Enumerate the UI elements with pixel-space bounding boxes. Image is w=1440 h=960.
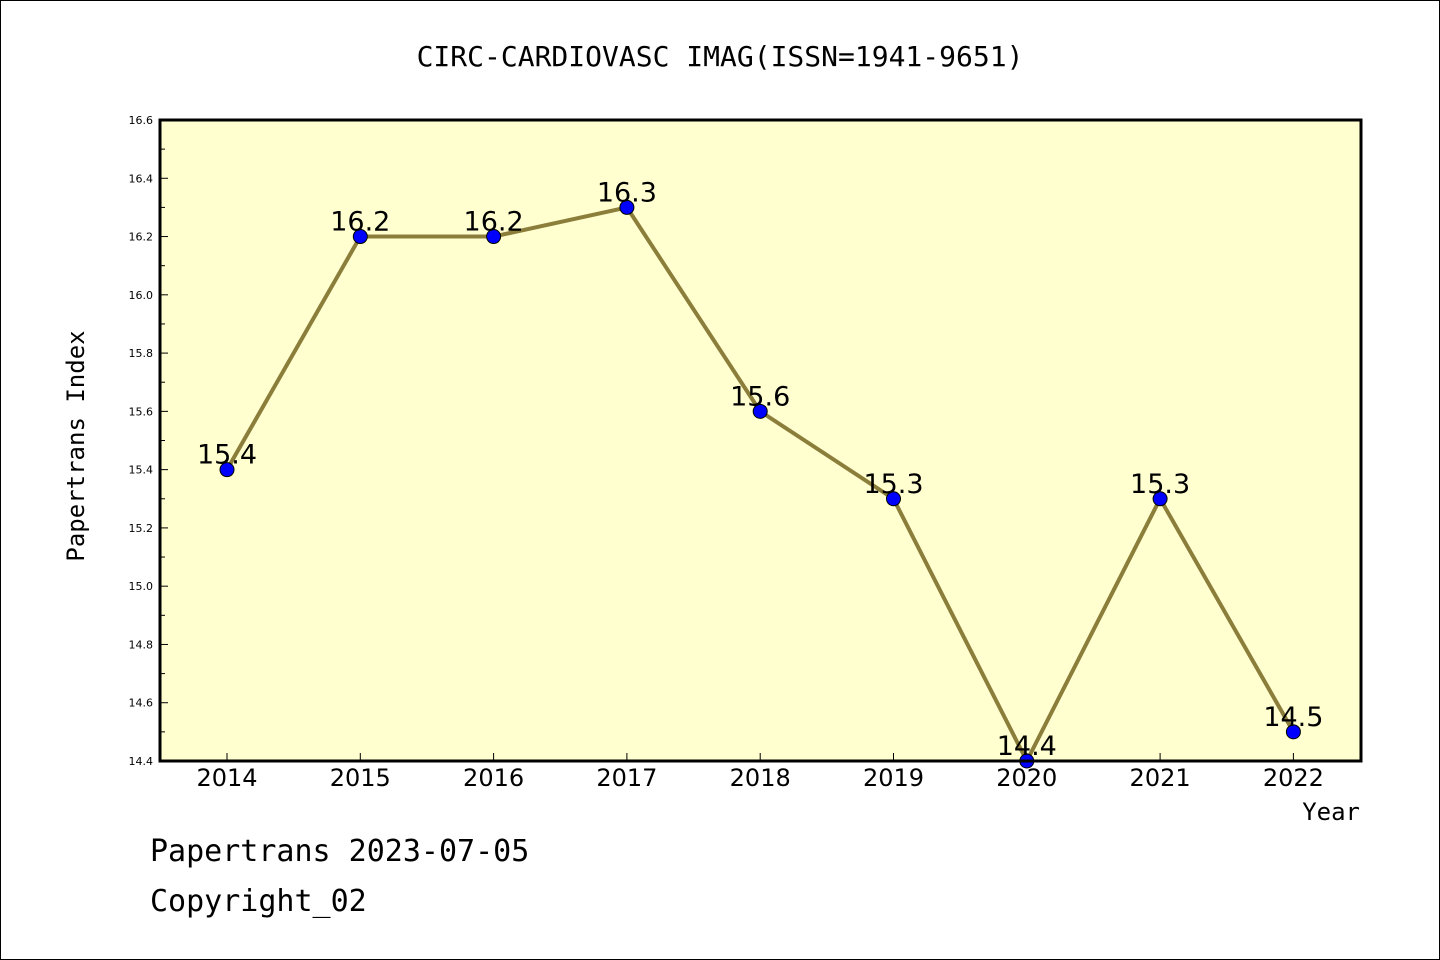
data-label: 16.3 <box>597 177 657 208</box>
data-label: 16.2 <box>464 207 524 238</box>
y-axis: 14.4 14.6 14.8 15.0 15.2 15.4 15.6 15.8 16.0 16.2… <box>129 114 168 768</box>
data-point <box>619 199 635 215</box>
data-label: 15.3 <box>863 469 923 500</box>
data-label: 15.3 <box>1130 469 1190 500</box>
data-label: 15.6 <box>730 381 790 412</box>
data-markers <box>219 199 1301 769</box>
y-tick-label: 16.0 <box>129 289 154 302</box>
x-tick-label: 2018 <box>730 764 791 792</box>
y-tick-label: 15.0 <box>129 580 154 593</box>
data-point <box>1152 491 1168 507</box>
data-point <box>352 229 368 245</box>
x-tick-label: 2020 <box>996 764 1057 792</box>
x-tick-label: 2015 <box>330 764 391 792</box>
y-tick-label: 16.4 <box>129 172 154 185</box>
chart-title: CIRC-CARDIOVASC IMAG(ISSN=1941-9651) <box>417 40 1024 73</box>
y-tick-label: 16.6 <box>129 114 154 127</box>
data-point <box>486 229 502 245</box>
data-label: 16.2 <box>330 207 390 238</box>
x-axis-label: Year <box>1302 798 1360 826</box>
footer-date-line: Papertrans 2023-07-05 <box>150 834 530 869</box>
x-axis: 2014 2015 2016 2017 2018 2019 2020 2021 2022 <box>196 753 1324 792</box>
y-tick-label: 14.6 <box>129 697 154 710</box>
data-label: 14.4 <box>997 731 1057 762</box>
data-point <box>752 403 768 419</box>
data-label: 15.4 <box>197 440 257 471</box>
footer-copyright-line: Copyright_02 <box>150 884 367 919</box>
x-tick-label: 2021 <box>1130 764 1191 792</box>
x-tick-label: 2019 <box>863 764 924 792</box>
y-tick-label: 15.6 <box>129 405 154 418</box>
y-tick-label: 15.4 <box>129 464 154 477</box>
plot-area <box>160 120 1361 761</box>
data-labels: 15.4 16.2 16.2 16.3 15.6 15.3 14.4 15.3 14.5 <box>197 177 1324 762</box>
data-point <box>219 462 235 478</box>
data-label: 14.5 <box>1263 702 1323 733</box>
x-tick-label: 2017 <box>596 764 657 792</box>
x-tick-label: 2022 <box>1263 764 1324 792</box>
y-tick-label: 15.2 <box>129 522 154 535</box>
y-axis-label: Papertrans Index <box>62 330 90 561</box>
data-point <box>1285 724 1301 740</box>
x-tick-label: 2014 <box>196 764 257 792</box>
x-tick-label: 2016 <box>463 764 524 792</box>
y-tick-label: 15.8 <box>129 347 154 360</box>
y-tick-label: 14.8 <box>129 638 154 651</box>
y-tick-label: 16.2 <box>129 231 154 244</box>
plot-border <box>158 118 1363 763</box>
data-point <box>886 491 901 507</box>
y-tick-label: 14.4 <box>129 755 154 768</box>
